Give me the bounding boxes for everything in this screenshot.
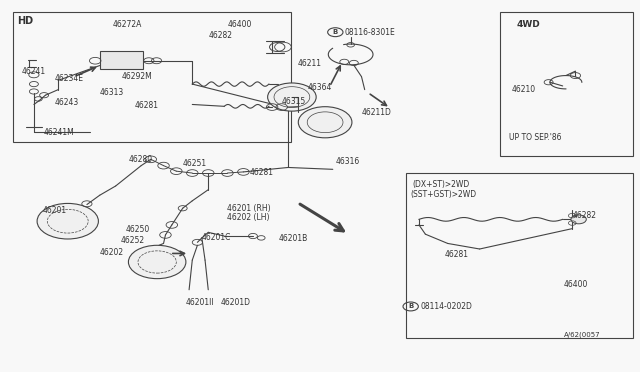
- Text: 46282: 46282: [572, 211, 596, 220]
- Text: 46313: 46313: [100, 88, 124, 97]
- Text: 46315: 46315: [282, 97, 306, 106]
- Text: 46400: 46400: [227, 20, 252, 29]
- Text: 46201: 46201: [42, 206, 67, 215]
- Circle shape: [571, 215, 586, 224]
- Text: 46211: 46211: [298, 59, 322, 68]
- Text: 46252: 46252: [121, 236, 145, 246]
- Text: 46250: 46250: [125, 225, 150, 234]
- Text: 46201 (RH): 46201 (RH): [227, 204, 271, 213]
- Text: 46241: 46241: [21, 67, 45, 76]
- Text: (SST+GST)>2WD: (SST+GST)>2WD: [410, 190, 476, 199]
- Text: B: B: [333, 29, 338, 35]
- Circle shape: [37, 203, 99, 239]
- Text: (DX+ST)>2WD: (DX+ST)>2WD: [413, 180, 470, 189]
- Text: 46282: 46282: [208, 31, 232, 41]
- Text: 46202 (LH): 46202 (LH): [227, 213, 270, 222]
- Text: 46251: 46251: [182, 159, 207, 168]
- Text: 46201D: 46201D: [221, 298, 251, 307]
- Text: 46364: 46364: [307, 83, 332, 92]
- Text: HD: HD: [17, 16, 33, 26]
- Text: 46281: 46281: [445, 250, 468, 259]
- Text: 46400: 46400: [564, 280, 588, 289]
- Text: 46243: 46243: [55, 98, 79, 107]
- Text: 46316: 46316: [336, 157, 360, 166]
- Circle shape: [268, 83, 316, 111]
- Text: 46241M: 46241M: [44, 128, 75, 137]
- Text: 46234E: 46234E: [55, 74, 84, 83]
- Text: UP TO SEP.'86: UP TO SEP.'86: [509, 133, 561, 142]
- Text: 46292M: 46292M: [122, 72, 153, 81]
- Text: A/62(0057: A/62(0057: [564, 332, 600, 338]
- Text: 4WD: 4WD: [516, 20, 540, 29]
- Bar: [13, 12, 291, 141]
- Text: 46201C: 46201C: [202, 232, 231, 242]
- Circle shape: [298, 107, 352, 138]
- Bar: [500, 12, 633, 156]
- Text: 46281: 46281: [135, 101, 159, 110]
- Text: 08114-0202D: 08114-0202D: [420, 302, 472, 311]
- Circle shape: [129, 245, 186, 279]
- Bar: [100, 51, 143, 69]
- Text: 46211D: 46211D: [362, 108, 392, 117]
- Text: B: B: [408, 304, 413, 310]
- Bar: [406, 173, 633, 338]
- Text: 46272A: 46272A: [113, 20, 142, 29]
- Text: 46281: 46281: [250, 168, 274, 177]
- Text: 46210: 46210: [511, 85, 536, 94]
- Text: 46201B: 46201B: [278, 234, 308, 243]
- Text: 46201II: 46201II: [186, 298, 214, 307]
- Text: 46280: 46280: [129, 155, 152, 164]
- Text: 08116-8301E: 08116-8301E: [344, 28, 395, 37]
- Text: 46202: 46202: [100, 248, 124, 257]
